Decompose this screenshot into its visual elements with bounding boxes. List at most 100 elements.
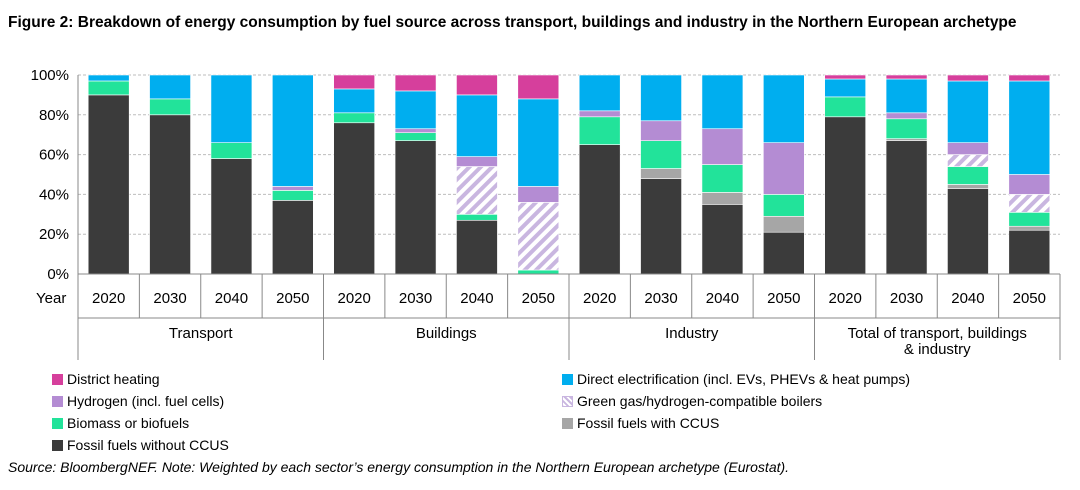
bar-segment: [640, 168, 682, 179]
legend-label: Green gas/hydrogen-compatible boilers: [577, 393, 823, 409]
bar-segment: [885, 118, 928, 139]
legend-item: Direct electrification (incl. EVs, PHEVs…: [562, 369, 910, 389]
bar-segment: [1008, 194, 1051, 213]
legend-swatch: [562, 374, 573, 385]
x-tick-label: 2040: [460, 290, 493, 307]
bar-segment: [701, 128, 744, 165]
legend-item: Fossil fuels with CCUS: [562, 413, 719, 433]
bar-segment: [149, 74, 191, 100]
legend-swatch: [52, 440, 63, 451]
bar-segment: [885, 112, 928, 120]
legend-label: Fossil fuels with CCUS: [577, 415, 720, 431]
bar-segment: [763, 74, 805, 143]
chart-title: Figure 2: Breakdown of energy consumptio…: [8, 14, 1017, 31]
x-tick-label: 2020: [92, 290, 125, 307]
bar-segment: [640, 120, 682, 141]
bar-segment: [578, 116, 621, 145]
group-label: Total of transport, buildings & industry: [848, 325, 1027, 358]
x-tick-label: 2030: [644, 290, 677, 307]
bar-segment: [517, 186, 560, 203]
bar-segment: [1008, 212, 1051, 227]
y-tick-label: 60%: [39, 147, 69, 164]
bar-segment: [763, 142, 805, 195]
bar-segment: [517, 202, 560, 271]
bar-segment: [394, 140, 437, 275]
group-label-line: Buildings: [416, 325, 477, 342]
bar-segment: [763, 231, 805, 275]
legend-label: Hydrogen (incl. fuel cells): [67, 393, 225, 409]
bar-segment: [1008, 74, 1051, 82]
y-tick-label: 0%: [47, 266, 69, 283]
x-tick-label: 2020: [829, 290, 862, 307]
legend-item: Fossil fuels without CCUS: [52, 435, 229, 455]
bar-segment: [824, 116, 866, 275]
bar-segment: [210, 142, 253, 159]
group-label-line: Transport: [169, 325, 233, 342]
bar-segment: [947, 80, 989, 143]
legend-swatch: [52, 418, 63, 429]
bar-segment: [824, 74, 866, 80]
bar-segment: [272, 190, 314, 201]
bar-segment: [578, 144, 621, 275]
bar-segment: [456, 166, 498, 215]
y-tick-label: 100%: [31, 67, 69, 84]
bar-segment: [701, 204, 744, 275]
bar-segment: [824, 96, 866, 118]
bar-segment: [87, 80, 130, 96]
bar-segment: [210, 74, 253, 143]
x-tick-label: 2050: [767, 290, 800, 307]
bar-segment: [1008, 225, 1051, 231]
bar-segment: [947, 154, 989, 167]
legend-swatch: [562, 396, 573, 407]
legend-item: Biomass or biofuels: [52, 413, 189, 433]
bar-segment: [394, 74, 437, 92]
y-tick-label: 40%: [39, 186, 69, 203]
legend: District heating Direct electrification (…: [52, 369, 1072, 459]
y-tick-label: 80%: [39, 107, 69, 124]
y-tick-label: 20%: [39, 226, 69, 243]
legend-label: Direct electrification (incl. EVs, PHEVs…: [577, 371, 911, 387]
bar-segment: [947, 74, 989, 82]
x-tick-label: 2020: [583, 290, 616, 307]
x-axis-prefix: Year: [36, 290, 66, 307]
x-tick-label: 2020: [338, 290, 371, 307]
bar-segment: [578, 110, 621, 118]
legend-label: Fossil fuels without CCUS: [67, 437, 229, 453]
bar-segment: [517, 269, 560, 275]
bar-segment: [578, 74, 621, 112]
x-tick-label: 2040: [951, 290, 984, 307]
bar-segment: [517, 98, 560, 187]
bar-segment: [394, 128, 437, 134]
x-tick-label: 2030: [399, 290, 432, 307]
group-label-line: Total of transport, buildings: [848, 325, 1027, 342]
bar-segment: [456, 214, 498, 221]
bar-segment: [272, 186, 314, 191]
bar-segment: [947, 142, 989, 155]
bar-segment: [701, 164, 744, 193]
bar-segment: [456, 94, 498, 157]
bar-segment: [456, 219, 498, 275]
y-axis: 0% 20% 40% 60% 80% 100%: [31, 67, 79, 283]
bar-segment: [272, 74, 314, 187]
bar-segment: [947, 184, 989, 189]
legend-label: District heating: [67, 371, 160, 387]
group-label: Industry: [665, 325, 719, 342]
x-tick-label: 2040: [215, 290, 248, 307]
group-label: Transport: [169, 325, 233, 342]
legend-swatch: [52, 374, 63, 385]
x-tick-label: 2050: [522, 290, 555, 307]
group-label-line: Industry: [665, 325, 719, 342]
bar-segment: [947, 188, 989, 275]
bar-segment: [640, 178, 682, 275]
bar-segment: [333, 88, 375, 114]
bar-segment: [149, 114, 191, 275]
bar-segment: [640, 74, 682, 122]
x-tick-label: 2030: [890, 290, 923, 307]
bar-segment: [149, 98, 191, 116]
bar-segment: [701, 192, 744, 205]
bar-segment: [1008, 80, 1051, 175]
legend-swatch: [562, 418, 573, 429]
group-label-line: & industry: [904, 341, 971, 358]
bar-segment: [1008, 229, 1051, 275]
bar-segment: [947, 166, 989, 185]
